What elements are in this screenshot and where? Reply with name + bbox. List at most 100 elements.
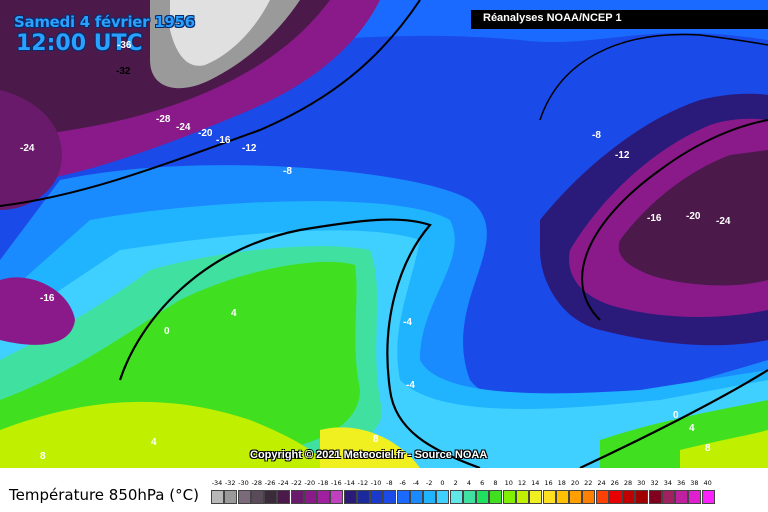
contour-label: 0 xyxy=(673,410,679,421)
legend-swatch xyxy=(462,490,476,504)
field-greenland-white xyxy=(170,0,270,66)
legend-swatch xyxy=(396,490,410,504)
legend-swatch xyxy=(515,490,529,504)
contour-label: -20 xyxy=(198,128,213,139)
contour-label: -20 xyxy=(686,211,701,222)
contour-label: -4 xyxy=(403,317,412,328)
field-8 xyxy=(0,401,330,468)
legend-tick-label: -26 xyxy=(264,479,276,487)
source-label: Réanalyses NOAA/NCEP 1 xyxy=(471,10,768,29)
legend-tick-label: 28 xyxy=(623,479,633,487)
contour-label: 0 xyxy=(164,326,170,337)
isotherm-minus-12 xyxy=(539,33,768,121)
date-label: Samedi 4 février 1956 xyxy=(14,13,195,31)
contour-label: -8 xyxy=(592,130,601,141)
legend-swatch xyxy=(409,490,423,504)
legend-tick-label: -28 xyxy=(251,479,263,487)
legend-swatch xyxy=(264,490,278,504)
legend-swatch xyxy=(648,490,662,504)
contour-label: 4 xyxy=(689,423,695,434)
legend-swatch xyxy=(356,490,370,504)
legend-tick-label: 20 xyxy=(570,479,580,487)
legend-swatch xyxy=(317,490,331,504)
field-se-8 xyxy=(680,430,768,468)
contour-label: -36 xyxy=(117,40,132,51)
legend-tick-label: -4 xyxy=(412,479,420,487)
legend-swatch xyxy=(569,490,583,504)
legend-swatch xyxy=(476,490,490,504)
contour-label: -28 xyxy=(156,114,171,125)
temperature-map: Samedi 4 février 1956 12:00 UTC Réanalys… xyxy=(0,0,768,468)
legend-tick-label: -18 xyxy=(317,479,329,487)
legend-swatch xyxy=(489,490,503,504)
legend-swatch xyxy=(635,490,649,504)
legend-swatch xyxy=(330,490,344,504)
contour-label: -32 xyxy=(116,66,131,77)
contour-label: 8 xyxy=(373,434,379,445)
isotherm-minus-16 xyxy=(581,119,768,321)
legend-swatch xyxy=(370,490,384,504)
legend-tick-label: 40 xyxy=(703,479,712,487)
legend-tick-label: -12 xyxy=(357,479,369,487)
contour-label: -16 xyxy=(216,135,231,146)
isotherm-minus-20 xyxy=(0,0,421,207)
legend-swatch xyxy=(688,490,702,504)
legend-tick-label: 10 xyxy=(504,479,513,487)
field-labrador-purple xyxy=(0,277,75,345)
legend-swatch xyxy=(423,490,437,504)
legend-tick-label: 16 xyxy=(544,479,553,487)
legend-tick-label: -6 xyxy=(399,479,406,487)
contour-label: -24 xyxy=(20,143,35,154)
legend-swatch xyxy=(661,490,675,504)
legend-swatch xyxy=(449,490,463,504)
legend-tick-label: 38 xyxy=(690,479,699,487)
legend-tick-label: -2 xyxy=(425,479,433,487)
contour-label: -12 xyxy=(615,150,630,161)
legend-tick-label: -22 xyxy=(291,479,302,487)
contour-label: 8 xyxy=(40,451,46,462)
legend-swatch xyxy=(303,490,317,504)
contour-label: 4 xyxy=(231,308,237,319)
contour-label: -12 xyxy=(242,143,257,154)
legend-swatch xyxy=(436,490,450,504)
legend-swatch xyxy=(343,490,357,504)
legend-swatch xyxy=(542,490,556,504)
legend-tick-label: -20 xyxy=(304,479,316,487)
legend-tick-label: 36 xyxy=(676,479,686,487)
legend-tick-label: 8 xyxy=(493,479,498,487)
legend-swatch xyxy=(211,490,224,504)
legend-tick-label: -14 xyxy=(344,479,355,487)
isotherm-0-se xyxy=(579,369,768,468)
field-baffin-purple xyxy=(0,90,62,210)
legend-tick-label: -30 xyxy=(238,479,249,487)
legend-swatch xyxy=(675,490,689,504)
isotherm-0 xyxy=(118,218,481,468)
legend-tick-label: -32 xyxy=(224,479,236,487)
legend-tick-label: -34 xyxy=(211,479,223,487)
legend-swatch xyxy=(608,490,622,504)
legend-tick-label: 2 xyxy=(453,479,458,487)
time-label: 12:00 UTC xyxy=(16,31,143,56)
legend-tick-label: 14 xyxy=(531,479,540,487)
contour-label: 4 xyxy=(151,437,157,448)
legend-swatch xyxy=(582,490,596,504)
legend-tick-label: 30 xyxy=(637,479,646,487)
legend-tick-label: 32 xyxy=(650,479,659,487)
legend-tick-label: -24 xyxy=(277,479,289,487)
legend-tick-label: 12 xyxy=(517,479,527,487)
legend-tick-label: 4 xyxy=(466,479,472,487)
field-12 xyxy=(320,427,420,468)
legend-swatch xyxy=(555,490,569,504)
contour-label: -16 xyxy=(647,213,662,224)
legend-swatch xyxy=(595,490,609,504)
contour-label: -8 xyxy=(283,166,292,177)
legend-swatch xyxy=(290,490,304,504)
legend-swatch xyxy=(224,490,238,504)
legend-swatch xyxy=(277,490,291,504)
legend-swatch xyxy=(502,490,516,504)
contour-label: -24 xyxy=(716,216,731,227)
legend-swatch xyxy=(237,490,251,504)
copyright-label: Copyright © 2021 Meteociel.fr - Source N… xyxy=(250,449,488,461)
legend-tick-label: 0 xyxy=(440,479,445,487)
contour-label: -16 xyxy=(40,293,55,304)
